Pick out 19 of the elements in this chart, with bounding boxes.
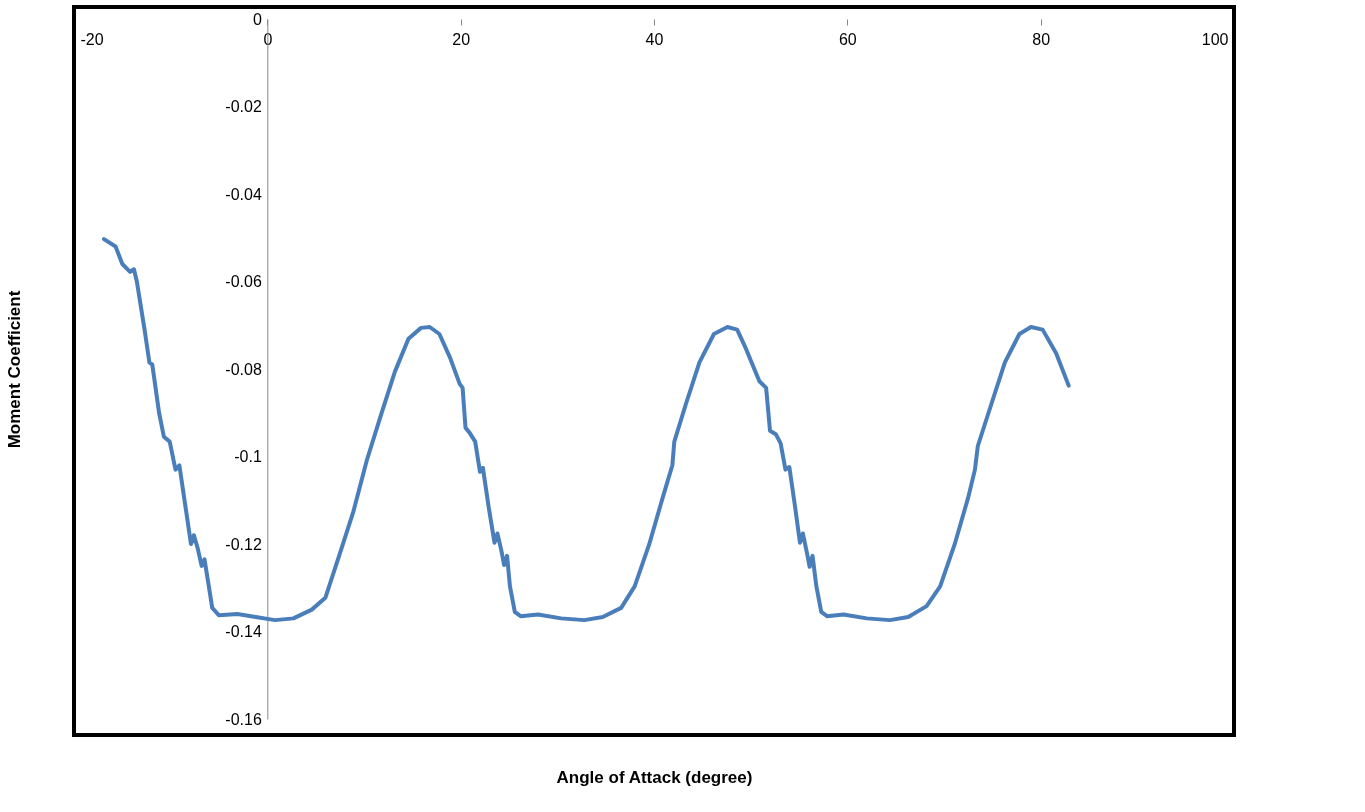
- x-tick-label: 20: [452, 30, 471, 48]
- line-series: [101, 237, 1071, 623]
- y-tick-label: -0.04: [225, 185, 262, 203]
- y-tick-label: -0.02: [225, 98, 262, 115]
- x-axis-title: Angle of Attack (degree): [556, 767, 753, 787]
- x-tick-label: 60: [838, 30, 857, 48]
- y-tick-label: 0: [252, 10, 262, 28]
- y-tick-label: -0.16: [225, 710, 262, 728]
- y-tick-label: -0.06: [225, 273, 262, 290]
- y-tick-label: -0.08: [225, 360, 262, 378]
- y-tick-label: -0.1: [234, 448, 262, 465]
- y-tick-label: -0.14: [225, 623, 262, 640]
- y-tick-label: -0.12: [225, 535, 262, 553]
- x-tick-label: 80: [1032, 30, 1051, 48]
- x-tick-label: 100: [1201, 30, 1229, 48]
- x-tick-label: 40: [645, 30, 664, 48]
- y-axis-title: Moment Coefficient: [5, 290, 25, 449]
- x-tick-label: -20: [80, 30, 104, 48]
- x-tick-label: 0: [263, 30, 273, 48]
